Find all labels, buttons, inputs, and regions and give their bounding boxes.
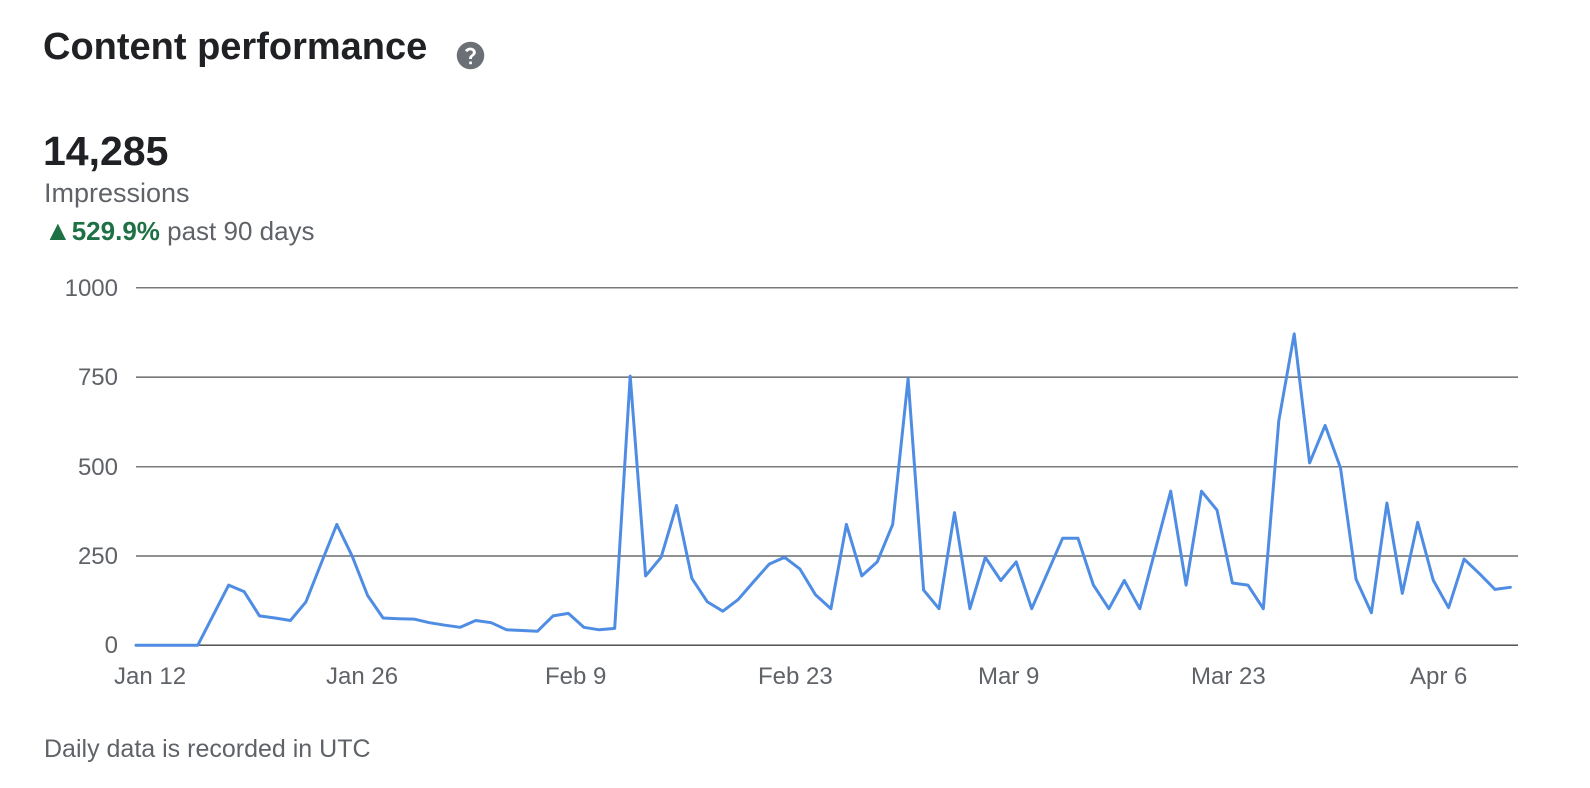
svg-text:500: 500 xyxy=(78,454,118,481)
svg-text:0: 0 xyxy=(105,632,118,659)
svg-text:Feb 9: Feb 9 xyxy=(545,663,606,690)
svg-text:Jan 12: Jan 12 xyxy=(114,663,186,690)
svg-text:1000: 1000 xyxy=(65,275,118,302)
svg-text:Feb 23: Feb 23 xyxy=(758,663,833,690)
svg-text:250: 250 xyxy=(78,543,118,570)
svg-text:Mar 9: Mar 9 xyxy=(978,663,1039,690)
svg-text:Apr 6: Apr 6 xyxy=(1410,663,1467,690)
svg-text:Mar 23: Mar 23 xyxy=(1191,663,1266,690)
svg-text:Jan 26: Jan 26 xyxy=(326,663,398,690)
svg-text:750: 750 xyxy=(78,364,118,391)
